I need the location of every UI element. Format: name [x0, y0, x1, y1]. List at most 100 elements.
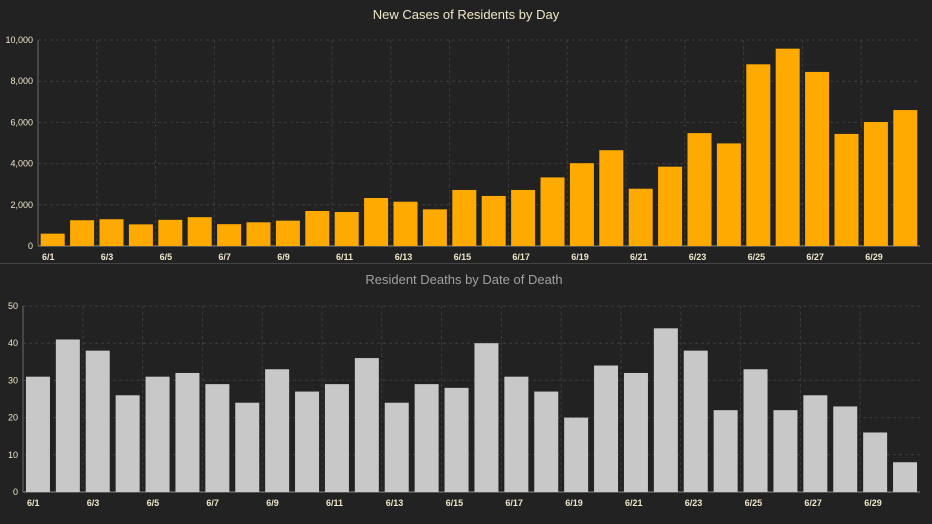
cases-bar-6-6[interactable]: [187, 217, 212, 246]
deaths-bar-6-6[interactable]: [175, 372, 200, 492]
deaths-x-tick-label: 6/29: [864, 498, 882, 508]
cases-x-tick-label: 6/15: [454, 252, 472, 262]
deaths-bar-6-13[interactable]: [384, 402, 409, 492]
deaths-bar-6-11[interactable]: [324, 384, 349, 492]
cases-bar-6-26[interactable]: [775, 48, 800, 246]
deaths-bar-6-17[interactable]: [504, 376, 529, 492]
deaths-bar-6-18[interactable]: [534, 391, 559, 492]
deaths-bar-6-5[interactable]: [145, 376, 170, 492]
deaths-chart-title: Resident Deaths by Date of Death: [365, 272, 562, 287]
cases-x-tick-label: 6/7: [218, 252, 231, 262]
cases-bar-6-18[interactable]: [540, 177, 565, 246]
deaths-bar-6-14[interactable]: [414, 384, 439, 492]
cases-x-tick-label: 6/25: [748, 252, 766, 262]
deaths-bar-6-7[interactable]: [205, 384, 230, 492]
deaths-bar-6-12[interactable]: [354, 358, 379, 492]
deaths-x-tick-label: 6/17: [505, 498, 523, 508]
cases-bar-6-16[interactable]: [481, 195, 506, 246]
cases-y-tick-label: 6,000: [10, 117, 33, 127]
cases-bar-6-14[interactable]: [422, 209, 447, 246]
cases-bar-6-29[interactable]: [863, 121, 888, 246]
deaths-x-tick-label: 6/19: [565, 498, 583, 508]
chart-separator: [0, 263, 932, 264]
deaths-bar-6-23[interactable]: [683, 350, 708, 492]
deaths-y-tick-label: 40: [8, 338, 18, 348]
cases-bar-6-13[interactable]: [393, 201, 418, 246]
cases-bar-6-17[interactable]: [511, 189, 536, 246]
cases-y-tick-label: 2,000: [10, 200, 33, 210]
deaths-bar-6-15[interactable]: [444, 387, 469, 492]
cases-bar-6-27[interactable]: [805, 71, 830, 247]
cases-bar-6-12[interactable]: [364, 198, 389, 246]
cases-x-tick-label: 6/29: [865, 252, 883, 262]
cases-bar-6-7[interactable]: [217, 224, 242, 246]
cases-bar-6-10[interactable]: [305, 210, 330, 246]
deaths-y-tick-label: 50: [8, 301, 18, 311]
cases-x-tick-label: 6/3: [101, 252, 114, 262]
cases-x-tick-label: 6/1: [42, 252, 55, 262]
deaths-y-tick-label: 30: [8, 375, 18, 385]
deaths-bar-6-30[interactable]: [893, 462, 918, 492]
deaths-x-tick-label: 6/5: [147, 498, 160, 508]
cases-bar-6-11[interactable]: [334, 212, 359, 246]
cases-chart-title: New Cases of Residents by Day: [373, 7, 560, 22]
cases-bar-6-3[interactable]: [99, 219, 124, 246]
new-cases-chart: New Cases of Residents by Day 0 2,000 4,00…: [5, 7, 920, 262]
cases-bar-6-25[interactable]: [746, 64, 771, 246]
deaths-x-tick-label: 6/27: [804, 498, 822, 508]
cases-bar-6-8[interactable]: [246, 222, 271, 246]
cases-bar-6-28[interactable]: [834, 133, 859, 246]
deaths-bar-6-1[interactable]: [25, 376, 50, 492]
deaths-bar-6-2[interactable]: [55, 339, 80, 492]
cases-bar-6-9[interactable]: [275, 220, 300, 246]
cases-x-tick-label: 6/13: [395, 252, 413, 262]
deaths-x-tick-label: 6/21: [625, 498, 643, 508]
deaths-bar-6-4[interactable]: [115, 395, 140, 492]
deaths-bar-6-28[interactable]: [833, 406, 858, 492]
deaths-y-tick-label: 10: [8, 450, 18, 460]
deaths-bar-6-3[interactable]: [85, 350, 110, 492]
cases-bar-6-21[interactable]: [628, 188, 653, 246]
cases-y-tick-label: 10,000: [5, 35, 33, 45]
cases-bar-6-24[interactable]: [716, 143, 741, 246]
deaths-x-tick-label: 6/3: [87, 498, 100, 508]
cases-x-tick-label: 6/21: [630, 252, 648, 262]
resident-deaths-chart: Resident Deaths by Date of Death 0 10 20 30…: [8, 272, 920, 508]
cases-bar-6-20[interactable]: [599, 150, 624, 246]
cases-y-tick-label: 4,000: [10, 159, 33, 169]
deaths-x-tick-label: 6/25: [745, 498, 763, 508]
cases-x-tick-label: 6/27: [806, 252, 824, 262]
deaths-bar-6-8[interactable]: [235, 402, 260, 492]
deaths-bar-6-10[interactable]: [295, 391, 320, 492]
cases-bar-6-23[interactable]: [687, 133, 712, 246]
deaths-bar-6-21[interactable]: [623, 372, 648, 492]
deaths-bar-6-19[interactable]: [564, 417, 589, 492]
cases-bar-6-22[interactable]: [658, 166, 683, 246]
cases-bar-6-4[interactable]: [128, 224, 153, 246]
deaths-bar-6-29[interactable]: [863, 432, 888, 492]
cases-x-tick-label: 6/19: [571, 252, 589, 262]
cases-x-tick-label: 6/17: [512, 252, 530, 262]
deaths-bar-6-20[interactable]: [594, 365, 619, 492]
deaths-x-tick-label: 6/9: [266, 498, 279, 508]
cases-x-tick-label: 6/9: [277, 252, 290, 262]
deaths-bar-6-22[interactable]: [653, 328, 678, 492]
deaths-bar-6-24[interactable]: [713, 410, 738, 492]
deaths-x-tick-label: 6/23: [685, 498, 703, 508]
deaths-x-tick-label: 6/7: [206, 498, 219, 508]
cases-bar-6-15[interactable]: [452, 189, 477, 246]
deaths-bar-6-26[interactable]: [773, 410, 798, 492]
deaths-y-tick-label: 0: [13, 487, 18, 497]
deaths-y-tick-label: 20: [8, 413, 18, 423]
cases-bar-6-1[interactable]: [40, 233, 65, 246]
deaths-bar-6-27[interactable]: [803, 395, 828, 492]
deaths-x-tick-label: 6/11: [326, 498, 343, 508]
deaths-bar-6-9[interactable]: [265, 369, 290, 492]
deaths-bar-6-16[interactable]: [474, 343, 499, 492]
cases-bar-6-30[interactable]: [893, 110, 918, 246]
cases-bar-6-5[interactable]: [158, 219, 183, 246]
cases-bar-6-2[interactable]: [70, 220, 95, 246]
deaths-bar-6-25[interactable]: [743, 369, 768, 492]
cases-bar-6-19[interactable]: [569, 163, 594, 246]
